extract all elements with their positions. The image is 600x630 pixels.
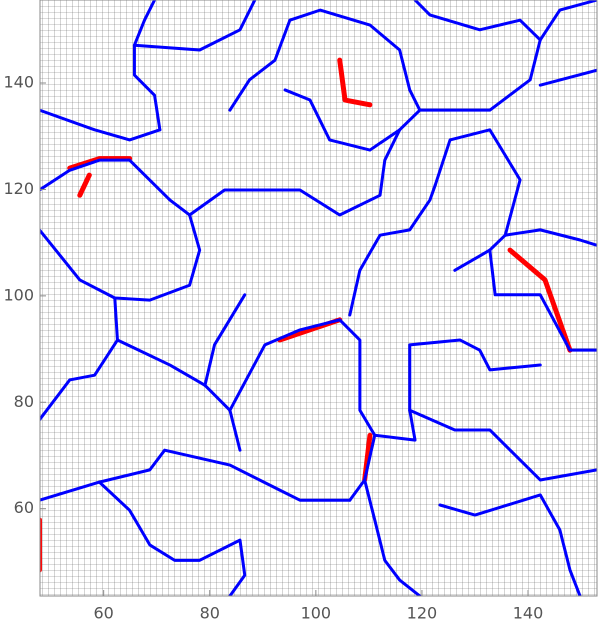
y-tick-label: 80 (14, 392, 34, 411)
boundary-line (67, 156, 133, 171)
boundary-line (488, 248, 597, 352)
boundary-line (132, 0, 257, 52)
boundary-line (40, 448, 352, 502)
boundary-line (40, 296, 119, 422)
x-tick-label: 80 (200, 604, 220, 623)
boundary-line (337, 57, 373, 108)
boundary-line (373, 338, 542, 442)
x-tick-label: 120 (407, 604, 438, 623)
y-tick-label: 120 (3, 179, 34, 198)
boundary-line (77, 172, 92, 198)
boundary-line (507, 247, 573, 353)
plot-area (40, 0, 597, 596)
y-tick-label: 140 (3, 73, 34, 92)
x-tick-label: 60 (93, 604, 113, 623)
boundary-line (408, 408, 597, 482)
boundary-line (132, 0, 162, 132)
frame (39, 0, 598, 597)
boundary-line (97, 480, 247, 596)
boundary-line (283, 0, 542, 152)
boundary-line (203, 293, 247, 387)
boundary-line (348, 183, 437, 317)
x-tick-label: 140 (513, 604, 544, 623)
y-tick-label: 100 (3, 285, 34, 304)
boundary-line (40, 158, 192, 217)
boundary-line (438, 493, 582, 596)
boundary-line (363, 478, 422, 596)
boundary-line (228, 8, 422, 112)
boundary-line (40, 108, 162, 142)
boundary-line (188, 128, 402, 217)
x-tick-label: 100 (301, 604, 332, 623)
y-tick-label: 60 (14, 498, 34, 517)
boundary-line (228, 318, 377, 502)
boundary-line (538, 0, 597, 42)
boundary-line (40, 213, 202, 302)
boundary-line (503, 228, 597, 247)
boundary-line (538, 68, 597, 87)
